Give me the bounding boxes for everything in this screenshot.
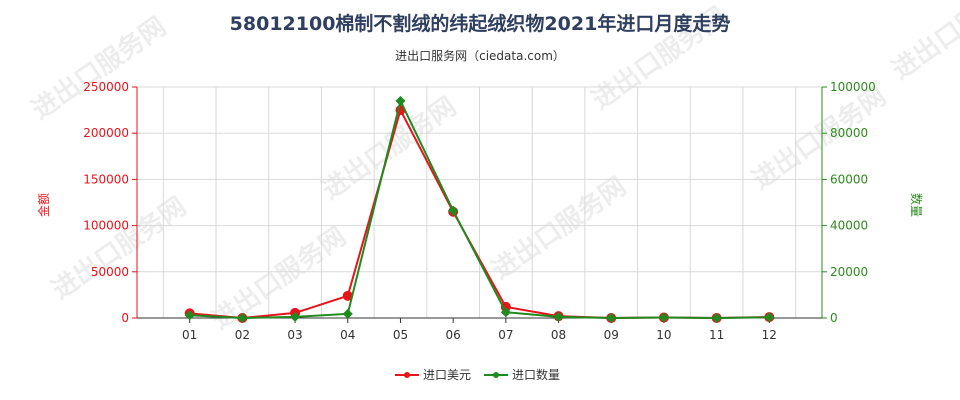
x-tick-label: 11: [709, 328, 724, 342]
left-tick-label: 0: [121, 311, 129, 325]
watermark-text: 进出口服务网: [887, 0, 960, 86]
grid-lines: [137, 86, 822, 318]
left-tick-label: 100000: [83, 219, 129, 233]
chart-title: 58012100棉制不割绒的纬起绒织物2021年进口月度走势: [230, 12, 731, 35]
data-point[interactable]: [395, 95, 406, 106]
watermark-text: 进出口服务网: [207, 222, 352, 336]
data-point[interactable]: [764, 312, 775, 323]
data-point[interactable]: [184, 310, 195, 321]
x-tick-label: 10: [656, 328, 671, 342]
series-quantity: [184, 95, 775, 323]
series-layer: [184, 95, 775, 323]
left-axis-label: 金额: [36, 193, 51, 217]
x-tick-label: 07: [498, 328, 513, 342]
legend-usd-label: 进口美元: [423, 368, 471, 382]
data-point[interactable]: [237, 313, 248, 323]
legend-quantity-label: 进口数量: [512, 367, 560, 382]
x-tick-label: 05: [393, 328, 408, 342]
legend-item-quantity[interactable]: 进口数量: [484, 367, 560, 382]
data-point[interactable]: [606, 313, 617, 323]
watermark-text: 进出口服务网: [47, 192, 192, 306]
data-point[interactable]: [290, 311, 301, 322]
right-tick-label: 20000: [830, 265, 868, 279]
right-tick-label: 80000: [830, 126, 868, 140]
series-line: [189, 97, 770, 320]
data-point[interactable]: [553, 311, 564, 322]
x-tick-label: 02: [235, 328, 250, 342]
left-tick-label: 150000: [83, 172, 129, 186]
data-point[interactable]: [448, 205, 459, 216]
data-point[interactable]: [711, 313, 722, 323]
x-tick-label: 03: [287, 328, 302, 342]
chart-subtitle: 进出口服务网（ciedata.com）: [395, 48, 565, 63]
right-axis-ticks: 0 20000 40000 60000 80000 100000: [822, 80, 876, 325]
right-tick-label: 0: [830, 311, 838, 325]
x-tick-label: 04: [340, 328, 355, 342]
watermark-text: 进出口服务网: [747, 82, 892, 196]
legend-usd-marker: [404, 372, 410, 378]
right-tick-label: 60000: [830, 172, 868, 186]
data-point[interactable]: [658, 312, 669, 323]
x-tick-label: 12: [762, 328, 777, 342]
watermark-text: 进出口服务网: [27, 12, 172, 126]
left-tick-label: 200000: [83, 126, 129, 140]
left-axis-ticks: 0 50000 100000 150000 200000 250000: [83, 80, 137, 325]
x-tick-label: 09: [604, 328, 619, 342]
right-tick-label: 40000: [830, 219, 868, 233]
right-tick-label: 100000: [830, 80, 876, 94]
right-axis-label: 数量: [909, 193, 924, 217]
watermark-text: 进出口服务网: [487, 172, 632, 286]
left-tick-label: 50000: [91, 265, 129, 279]
legend: 进口美元 进口数量: [395, 367, 560, 382]
data-point[interactable]: [342, 308, 353, 319]
data-point[interactable]: [500, 307, 511, 318]
x-tick-label: 08: [551, 328, 566, 342]
x-axis-ticks: 01 02 03 04 05 06 07 08 09 10 11 12: [182, 318, 777, 342]
left-tick-label: 250000: [83, 80, 129, 94]
x-tick-label: 01: [182, 328, 197, 342]
legend-item-usd[interactable]: 进口美元: [395, 368, 471, 382]
x-tick-label: 06: [446, 328, 461, 342]
data-point[interactable]: [342, 290, 353, 301]
legend-quantity-marker: [493, 372, 499, 378]
